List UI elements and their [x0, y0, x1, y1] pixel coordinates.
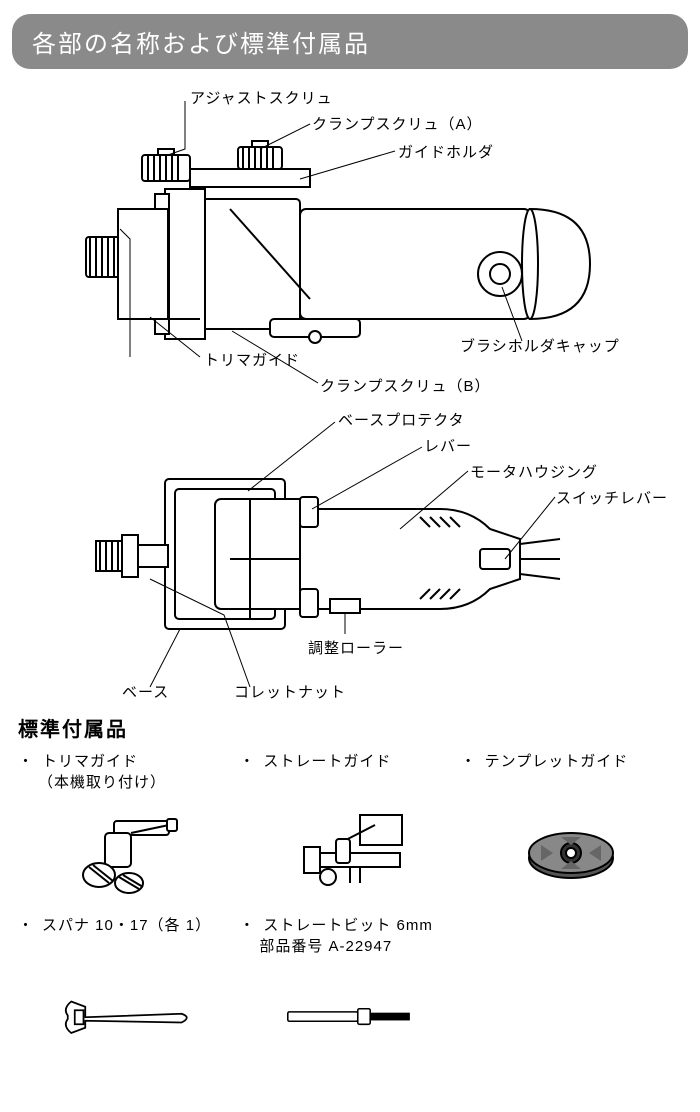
acc-item-spanner: ・スパナ 10・17（各 1） — [18, 914, 239, 956]
label-clamp-screw-b: クランプスクリュ（B） — [320, 375, 491, 396]
acc-image-trim-guide — [18, 798, 239, 908]
acc-item-template-guide: ・テンプレットガイド — [461, 750, 682, 792]
label-guide-holder: ガイドホルダ — [398, 141, 494, 162]
parts-diagram: アジャストスクリュ クランプスクリュ（A） ガイドホルダ ブラシホルダキャップ … — [0, 69, 700, 709]
label-brush-holder-cap: ブラシホルダキャップ — [460, 335, 620, 356]
acc-image-straight-bit — [239, 962, 460, 1072]
acc-label: スパナ 10・17（各 1） — [42, 917, 211, 934]
acc-item-straight-guide: ・ストレートガイド — [239, 750, 460, 792]
label-clamp-screw-a: クランプスクリュ（A） — [312, 113, 483, 134]
label-base: ベース — [122, 681, 169, 702]
acc-item-straight-bit: ・ストレートビット 6mm 部品番号 A-22947 — [239, 914, 460, 956]
label-base-protector: ベースプロテクタ — [338, 409, 465, 430]
acc-sub: （本機取り付け） — [38, 771, 239, 792]
section-header: 各部の名称および標準付属品 — [12, 14, 688, 69]
acc-item-trim-guide: ・トリマガイド （本機取り付け） — [18, 750, 239, 792]
label-collet-nut: コレットナット — [234, 681, 346, 702]
acc-image-spanner — [18, 962, 239, 1072]
acc-image-straight-guide — [239, 798, 460, 908]
acc-image-template-guide — [461, 798, 682, 908]
acc-label: トリマガイド — [42, 753, 138, 770]
label-trim-guide: トリマガイド — [204, 349, 300, 370]
acc-sub: 部品番号 A-22947 — [259, 935, 460, 956]
label-adjust-roller: 調整ローラー — [308, 637, 404, 658]
acc-label: ストレートガイド — [263, 753, 391, 770]
accessories-heading: 標準付属品 — [18, 713, 700, 742]
accessories-grid: ・トリマガイド （本機取り付け） ・ストレートガイド ・テンプレットガイド — [18, 750, 682, 1072]
label-motor-housing: モータハウジング — [470, 461, 598, 482]
label-lever: レバー — [424, 435, 472, 456]
label-adjust-screw: アジャストスクリュ — [190, 87, 333, 108]
acc-label: テンプレットガイド — [485, 753, 629, 770]
label-switch-lever: スイッチレバー — [556, 487, 668, 508]
acc-label: ストレートビット 6mm — [263, 917, 433, 934]
